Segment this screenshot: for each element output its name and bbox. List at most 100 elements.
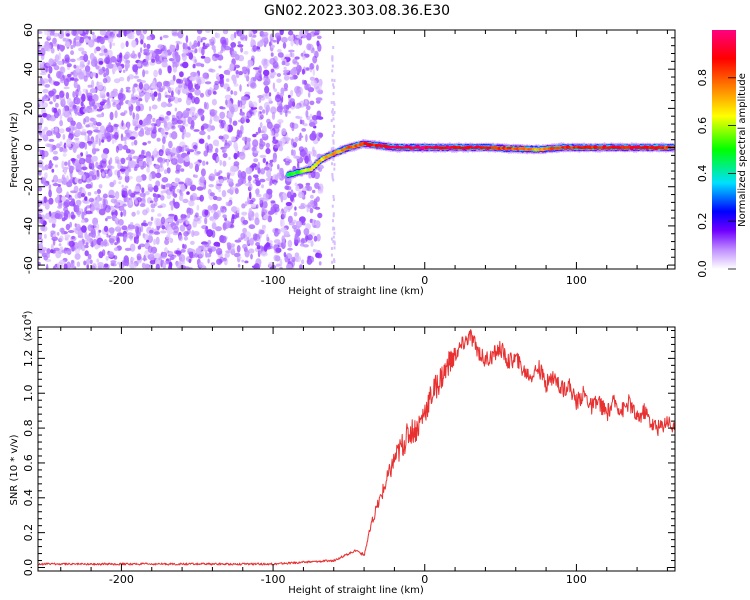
noise-blob [215, 247, 223, 255]
colorbar-tick-label: 0.4 [696, 165, 709, 183]
noise-blob [272, 82, 276, 90]
noise-blob [176, 220, 179, 226]
noise-blob [96, 122, 102, 127]
noise-blob [196, 35, 202, 43]
noise-blob [133, 139, 138, 146]
noise-blob [288, 49, 295, 53]
noise-blob [313, 235, 318, 242]
noise-blob [161, 61, 168, 68]
noise-blob [52, 94, 57, 103]
noise-blob [39, 61, 44, 67]
noise-blob [233, 83, 239, 87]
noise-blob [96, 114, 103, 118]
noise-blob [175, 169, 181, 174]
noise-blob [250, 82, 257, 89]
noise-blob [114, 30, 118, 35]
noise-blob [211, 222, 217, 230]
noise-blob [107, 63, 114, 69]
noise-blob [56, 261, 64, 269]
noise-blob [154, 217, 159, 226]
noise-blob [59, 90, 65, 98]
noise-blob [59, 235, 64, 242]
noise-blob [83, 53, 89, 63]
noise-blob [162, 34, 169, 39]
noise-blob [97, 194, 101, 198]
noise-blob [233, 152, 238, 160]
noise-blob [164, 115, 170, 122]
noise-blob [241, 259, 245, 263]
noise-blob [38, 31, 43, 34]
noise-blob [235, 70, 239, 75]
noise-blob [257, 161, 260, 168]
noise-blob [95, 207, 101, 211]
noise-blob [134, 185, 140, 192]
noise-blob [83, 209, 88, 216]
noise-blob [171, 90, 174, 97]
noise-blob [206, 229, 214, 238]
noise-blob [293, 227, 298, 233]
noise-blob [49, 146, 53, 153]
noise-blob [84, 196, 88, 201]
noise-blob [75, 204, 80, 213]
noise-blob [184, 156, 191, 163]
noise-blob [86, 264, 89, 269]
noise-blob [62, 107, 66, 115]
noise-blob [77, 170, 84, 176]
noise-blob [65, 92, 70, 100]
noise-dash [333, 124, 336, 128]
noise-blob [98, 52, 105, 57]
noise-blob [125, 169, 129, 177]
noise-blob [100, 241, 108, 246]
noise-blob [231, 166, 238, 172]
noise-blob [301, 68, 305, 75]
noise-blob [95, 134, 99, 143]
noise-blob [83, 260, 87, 266]
noise-blob [52, 156, 59, 161]
noise-blob [300, 238, 308, 244]
noise-blob [190, 119, 195, 128]
noise-blob [188, 258, 192, 264]
noise-blob [223, 257, 228, 266]
noise-blob [185, 35, 189, 44]
noise-blob [304, 99, 308, 104]
noise-blob [136, 253, 142, 261]
noise-dash [333, 260, 336, 263]
noise-blob [147, 140, 151, 144]
noise-dash [333, 258, 335, 262]
noise-blob [233, 91, 238, 96]
noise-blob [248, 248, 255, 254]
noise-blob [176, 43, 180, 51]
snr-y-axis-label: SNR (10 * v/v) [9, 434, 20, 505]
noise-blob [63, 78, 69, 87]
noise-blob [192, 219, 197, 228]
noise-blob [195, 62, 202, 67]
noise-blob [305, 67, 310, 71]
noise-blob [259, 199, 263, 204]
noise-blob [72, 145, 77, 153]
noise-blob [177, 124, 182, 128]
noise-blob [189, 251, 194, 259]
noise-blob [296, 116, 303, 120]
noise-blob [167, 154, 172, 159]
noise-blob [122, 145, 128, 150]
noise-blob [70, 71, 74, 75]
noise-blob [264, 166, 270, 171]
noise-blob [69, 170, 73, 178]
noise-blob [85, 210, 92, 215]
noise-blob [202, 42, 206, 47]
noise-blob [312, 68, 315, 77]
noise-blob [250, 253, 253, 260]
noise-blob [91, 241, 94, 248]
noise-blob [161, 50, 168, 58]
noise-blob [186, 191, 190, 195]
noise-blob [102, 193, 108, 199]
colorbar-label: Normalized spectral amplitude [737, 73, 748, 227]
noise-blob [309, 100, 315, 106]
noise-blob [291, 256, 296, 263]
noise-blob [39, 72, 47, 76]
noise-blob [121, 225, 128, 231]
noise-blob [171, 117, 178, 125]
noise-blob [57, 60, 64, 66]
noise-blob [199, 176, 206, 184]
noise-blob [110, 262, 115, 267]
